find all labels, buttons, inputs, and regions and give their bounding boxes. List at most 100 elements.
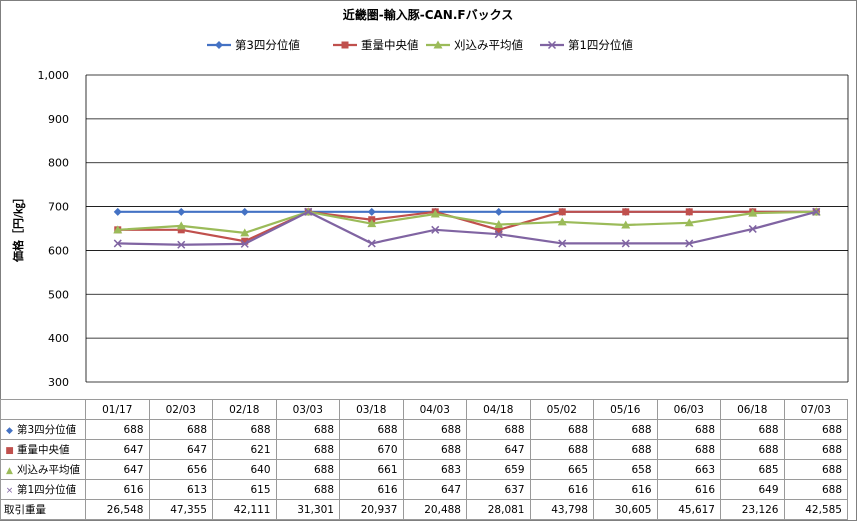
table-cell: 685 bbox=[720, 459, 785, 480]
data-point bbox=[494, 207, 503, 216]
series-line bbox=[117, 210, 817, 235]
data-point bbox=[113, 239, 122, 248]
data-point bbox=[176, 221, 186, 230]
y-tick-labels: 300 400 500 600 700 800 900 1,000 bbox=[38, 69, 70, 389]
legend-key-x-icon: × bbox=[5, 486, 14, 496]
table-cell: 688 bbox=[720, 439, 785, 460]
data-point bbox=[177, 207, 186, 216]
table-cell: 688 bbox=[212, 419, 277, 440]
table-cell: 647 bbox=[85, 459, 150, 480]
table-cell: 647 bbox=[148, 439, 213, 460]
legend-marker bbox=[547, 40, 557, 50]
x-category-label: 07/03 bbox=[783, 399, 848, 420]
weight-row-label: 取引重量 bbox=[0, 499, 86, 520]
legend-marker bbox=[341, 41, 349, 49]
y-axis-label: 価格［円/㎏］ bbox=[11, 192, 26, 263]
table-cell: 665 bbox=[529, 459, 594, 480]
data-point bbox=[748, 224, 757, 233]
table-cell: 621 bbox=[212, 439, 277, 460]
data-point bbox=[685, 239, 694, 248]
x-category-label: 05/16 bbox=[593, 399, 658, 420]
data-point bbox=[494, 230, 503, 239]
series-layer bbox=[113, 207, 821, 249]
table-cell: 616 bbox=[593, 479, 658, 500]
table-cell: 688 bbox=[275, 439, 340, 460]
data-point bbox=[431, 225, 440, 234]
y-tick-label: 500 bbox=[48, 288, 69, 301]
data-point bbox=[430, 209, 440, 218]
data-point bbox=[684, 218, 694, 227]
table-cell: 640 bbox=[212, 459, 277, 480]
y-tick-label: 1,000 bbox=[38, 69, 70, 82]
table-cell: 43,798 bbox=[529, 499, 594, 520]
data-point bbox=[495, 226, 503, 234]
table-cell: 647 bbox=[402, 479, 467, 500]
table-cell: 688 bbox=[720, 419, 785, 440]
series-line bbox=[117, 210, 817, 246]
table-cell: 616 bbox=[85, 479, 150, 500]
data-point bbox=[557, 217, 567, 226]
table-cell: 20,488 bbox=[402, 499, 467, 520]
x-category-label: 02/18 bbox=[212, 399, 277, 420]
data-point bbox=[621, 220, 631, 229]
x-category-label: 02/03 bbox=[148, 399, 213, 420]
series-row-label: ■ 重量中央値 bbox=[0, 439, 86, 460]
table-cell: 688 bbox=[402, 439, 467, 460]
y-tick-label: 900 bbox=[48, 113, 69, 126]
x-category-label: 06/18 bbox=[720, 399, 785, 420]
table-cell: 688 bbox=[593, 439, 658, 460]
data-point bbox=[177, 226, 185, 234]
data-point bbox=[748, 208, 758, 217]
table-cell: 661 bbox=[339, 459, 404, 480]
y-tick-label: 400 bbox=[48, 332, 69, 345]
table-cell: 688 bbox=[656, 419, 721, 440]
y-tick-label: 800 bbox=[48, 157, 69, 170]
data-point bbox=[494, 220, 504, 229]
series-name: 重量中央値 bbox=[17, 444, 70, 456]
table-cell: 688 bbox=[783, 479, 848, 500]
x-category-label: 04/18 bbox=[466, 399, 531, 420]
legend-label: 刈込み平均値 bbox=[454, 38, 523, 52]
data-point bbox=[113, 207, 122, 216]
table-cell: 613 bbox=[148, 479, 213, 500]
series-name: 第3四分位値 bbox=[17, 424, 77, 436]
table-cell: 663 bbox=[656, 459, 721, 480]
table-cell: 647 bbox=[466, 439, 531, 460]
data-point bbox=[812, 207, 821, 216]
table-cell: 647 bbox=[85, 439, 150, 460]
series-name: 刈込み平均値 bbox=[17, 464, 80, 476]
table-cell: 688 bbox=[783, 459, 848, 480]
chart-title: 近畿圏-輸入豚-CAN.Fバックス bbox=[343, 7, 514, 22]
data-point bbox=[558, 239, 567, 248]
legend-marker bbox=[433, 40, 443, 49]
legend-key-diamond-icon: ◆ bbox=[6, 426, 13, 436]
table-cell: 688 bbox=[593, 419, 658, 440]
table-cell: 670 bbox=[339, 439, 404, 460]
table-cell: 616 bbox=[339, 479, 404, 500]
data-point bbox=[177, 240, 186, 249]
data-point bbox=[241, 237, 249, 245]
series-row-label: ◆ 第3四分位値 bbox=[0, 419, 86, 440]
table-cell: 616 bbox=[656, 479, 721, 500]
table-row-weight: 取引重量 26,548 47,355 42,111 31,301 20,937 20,488… bbox=[0, 499, 848, 520]
y-tick-label: 600 bbox=[48, 244, 69, 257]
series-row-label: ▲ 刈込み平均値 bbox=[0, 459, 86, 480]
table-cell: 688 bbox=[275, 459, 340, 480]
table-cell: 45,617 bbox=[656, 499, 721, 520]
legend-item: 刈込み平均値 bbox=[426, 38, 523, 52]
series-name: 第1四分位値 bbox=[17, 484, 77, 496]
table-cell: 688 bbox=[529, 419, 594, 440]
x-category-label: 01/17 bbox=[85, 399, 150, 420]
table-cell: 28,081 bbox=[466, 499, 531, 520]
table-cell: 688 bbox=[783, 439, 848, 460]
data-table: 01/17 02/03 02/18 03/03 03/18 04/03 04/18 05/02… bbox=[0, 399, 848, 520]
y-tick-label: 700 bbox=[48, 201, 69, 214]
legend-item: 第1四分位値 bbox=[540, 38, 633, 52]
legend-item: 第3四分位値 bbox=[207, 38, 300, 52]
data-point bbox=[367, 207, 376, 216]
x-category-label: 03/18 bbox=[339, 399, 404, 420]
table-cell: 688 bbox=[529, 439, 594, 460]
table-cell: 688 bbox=[402, 419, 467, 440]
x-category-label: 06/03 bbox=[656, 399, 721, 420]
table-cell: 20,937 bbox=[339, 499, 404, 520]
